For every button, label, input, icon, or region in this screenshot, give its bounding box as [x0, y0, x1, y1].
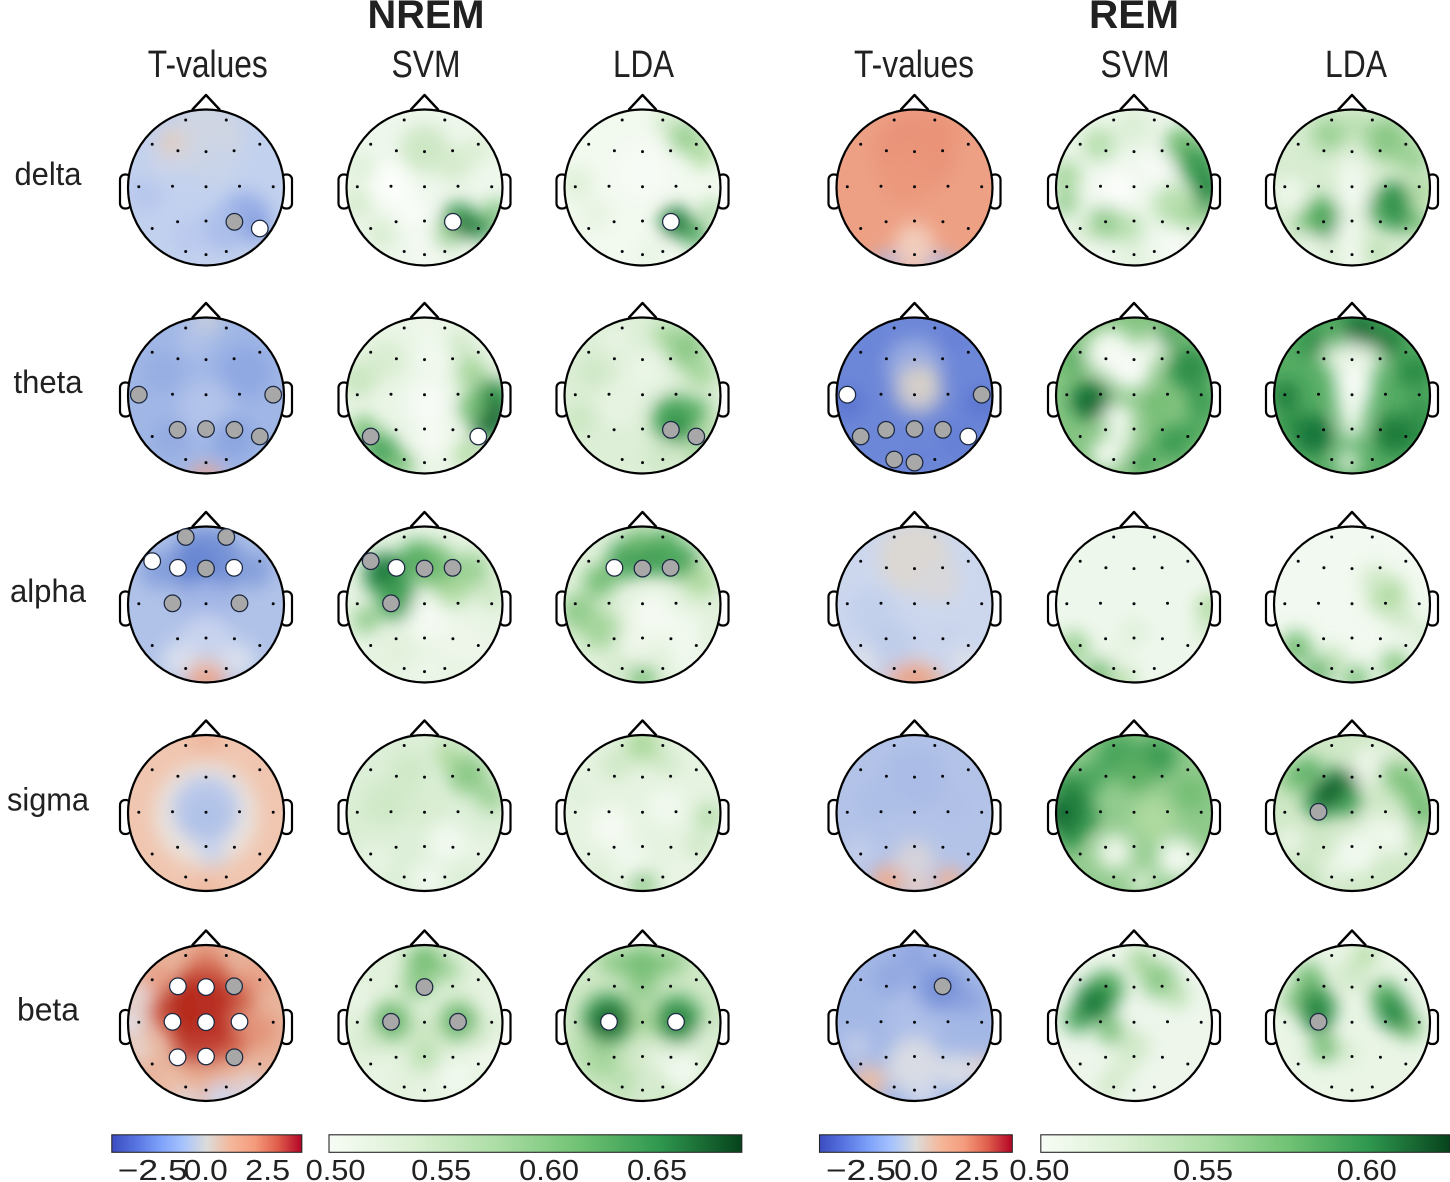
svg-text:0.55: 0.55: [411, 1155, 471, 1182]
svg-text:0.65: 0.65: [627, 1155, 687, 1182]
svg-text:SVM: SVM: [1101, 44, 1170, 86]
svg-text:LDA: LDA: [1325, 44, 1388, 86]
svg-text:2.5: 2.5: [245, 1155, 290, 1182]
svg-text:T-values: T-values: [148, 44, 268, 86]
svg-text:−2.5: −2.5: [826, 1155, 896, 1182]
svg-text:beta: beta: [17, 992, 80, 1028]
svg-text:alpha: alpha: [10, 573, 87, 609]
svg-text:theta: theta: [14, 364, 84, 400]
svg-text:delta: delta: [15, 156, 83, 192]
svg-text:sigma: sigma: [7, 782, 90, 818]
svg-text:0.0: 0.0: [184, 1155, 228, 1182]
svg-text:0.60: 0.60: [519, 1155, 579, 1182]
svg-text:LDA: LDA: [613, 44, 675, 86]
svg-text:SVM: SVM: [392, 44, 461, 86]
svg-text:0.50: 0.50: [306, 1155, 366, 1182]
svg-text:0.50: 0.50: [1009, 1155, 1069, 1182]
svg-text:2.5: 2.5: [954, 1155, 999, 1182]
svg-text:REM: REM: [1089, 0, 1179, 37]
svg-text:T-values: T-values: [854, 44, 974, 86]
svg-text:NREM: NREM: [368, 0, 485, 37]
svg-text:0.60: 0.60: [1337, 1155, 1397, 1182]
svg-text:0.0: 0.0: [894, 1155, 938, 1182]
svg-text:−2.5: −2.5: [118, 1155, 188, 1182]
svg-text:0.55: 0.55: [1173, 1155, 1233, 1182]
